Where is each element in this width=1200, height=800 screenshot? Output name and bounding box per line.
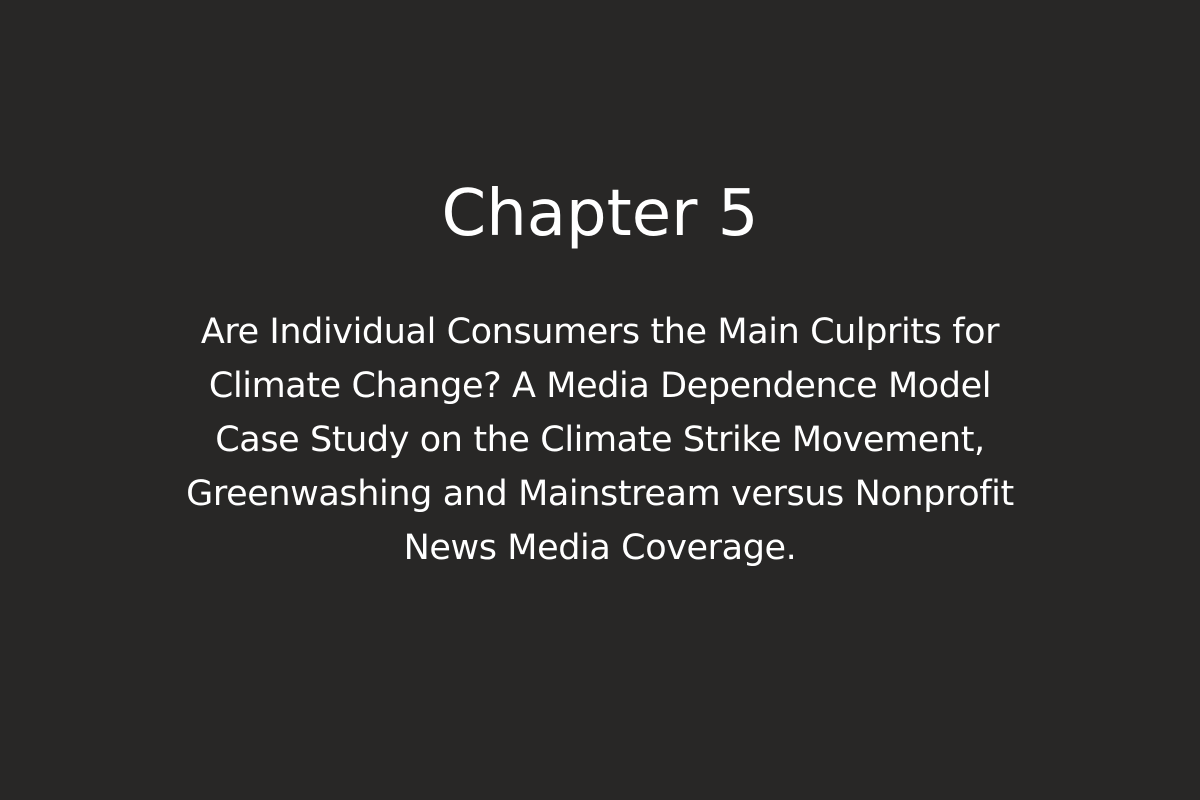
chapter-title-line: Climate Change? A Media Dependence Model xyxy=(208,366,992,406)
chapter-title-line: News Media Coverage. xyxy=(403,528,797,568)
chapter-title-line: Are Individual Consumers the Main Culpri… xyxy=(200,312,1000,352)
chapter-heading: Chapter 5 xyxy=(441,177,759,251)
chapter-title-line: Greenwashing and Mainstream versus Nonpr… xyxy=(186,474,1014,514)
chapter-title: Are Individual Consumers the Main Culpri… xyxy=(125,305,1075,575)
chapter-title-line: Case Study on the Climate Strike Movemen… xyxy=(215,420,985,460)
